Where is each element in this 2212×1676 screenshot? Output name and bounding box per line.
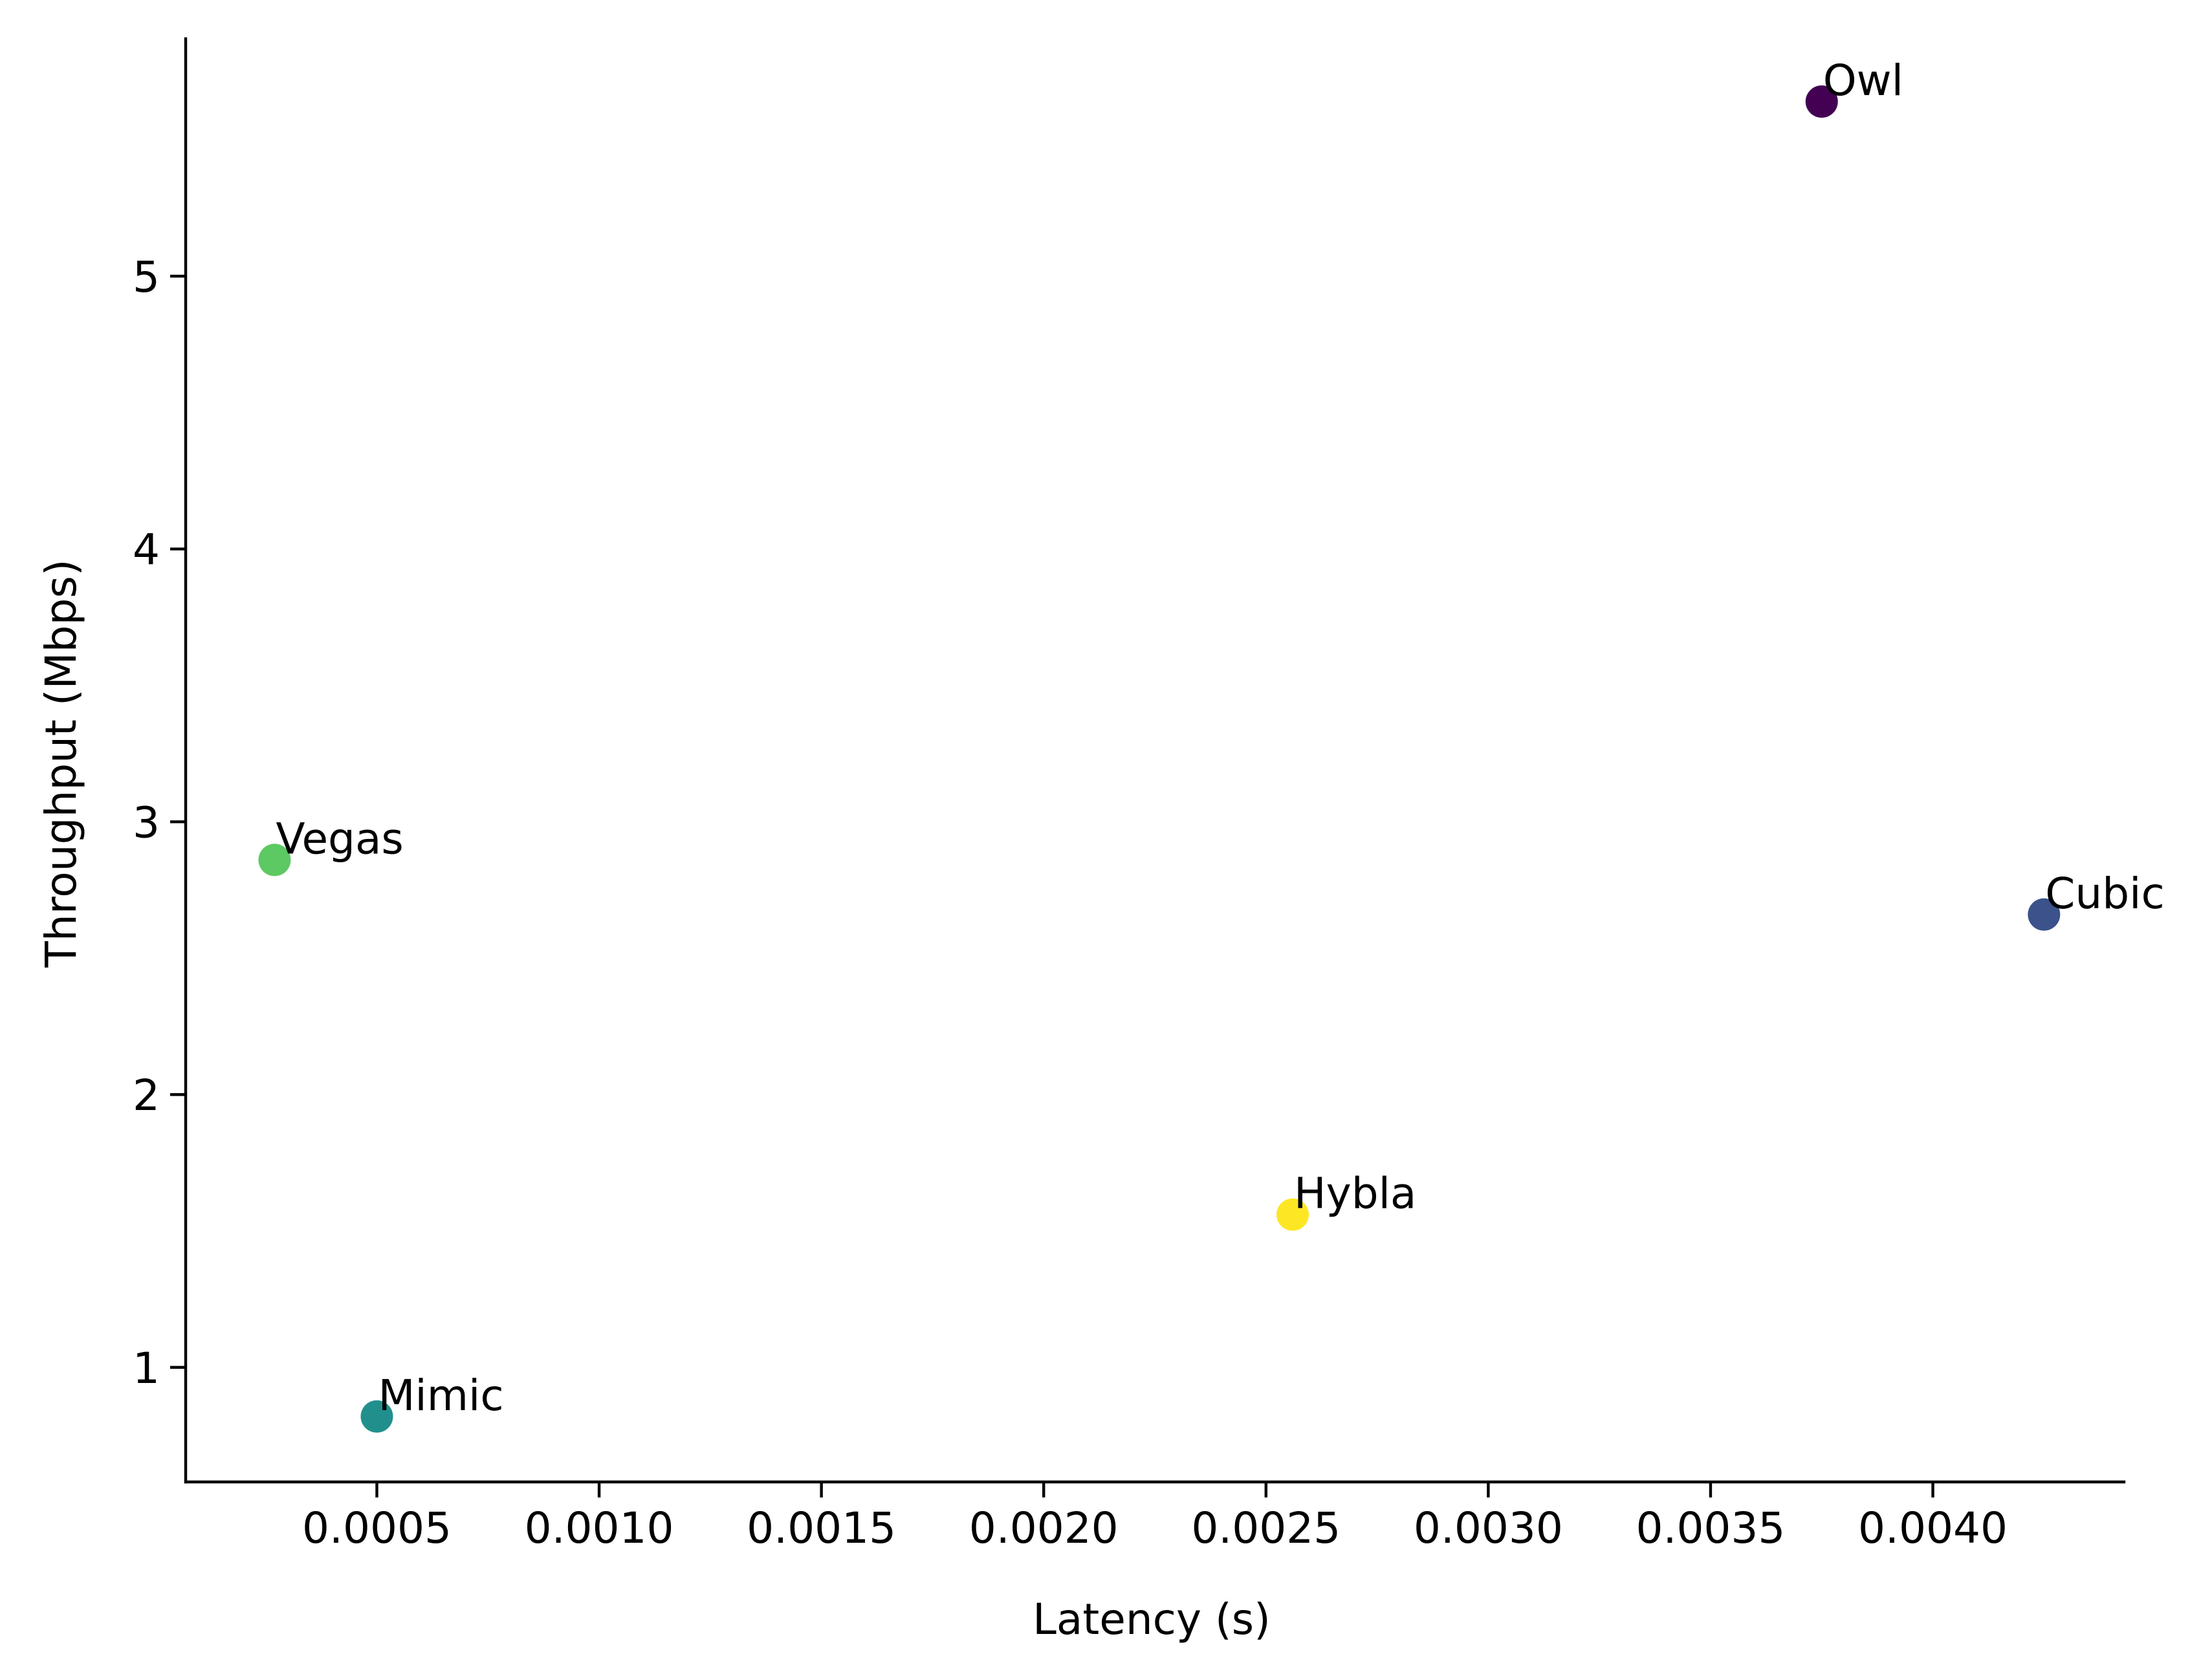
data-point-label-cubic: Cubic [2045,869,2164,919]
data-point-labels: Owl Cubic Mimic Vegas Hybla [276,56,2164,1420]
x-axis-label: Latency (s) [1033,1594,1271,1644]
x-axis-ticks: 0.0005 0.0010 0.0015 0.0020 0.0025 0.0030 0.00… [302,1482,2008,1553]
x-tick-label: 0.0005 [302,1503,452,1553]
data-point-label-mimic: Mimic [378,1371,503,1420]
data-point-owl [1805,85,1838,118]
x-tick-label: 0.0010 [525,1503,674,1553]
x-tick-label: 0.0030 [1414,1503,1563,1553]
data-point-vegas [258,843,291,876]
x-tick-label: 0.0020 [969,1503,1119,1553]
data-point-label-owl: Owl [1823,56,1903,105]
data-point-mimic [360,1400,393,1433]
x-tick-label: 0.0040 [1858,1503,2008,1553]
data-point-hybla [1276,1198,1309,1231]
x-tick-label: 0.0035 [1636,1503,1785,1553]
y-tick-label: 2 [133,1071,160,1120]
y-tick-label: 1 [133,1344,160,1393]
data-point-label-vegas: Vegas [276,814,403,864]
y-tick-label: 3 [133,798,160,847]
data-point-cubic [2028,898,2061,931]
y-axis-label: Throughput (Mbps) [36,560,86,968]
y-axis-ticks: 1 2 3 4 5 [133,252,186,1393]
y-tick-label: 5 [133,252,160,302]
x-tick-label: 0.0025 [1191,1503,1341,1553]
x-tick-label: 0.0015 [747,1503,896,1553]
data-point-label-hybla: Hybla [1294,1169,1416,1219]
data-points [258,85,2061,1433]
y-tick-label: 4 [133,525,160,575]
